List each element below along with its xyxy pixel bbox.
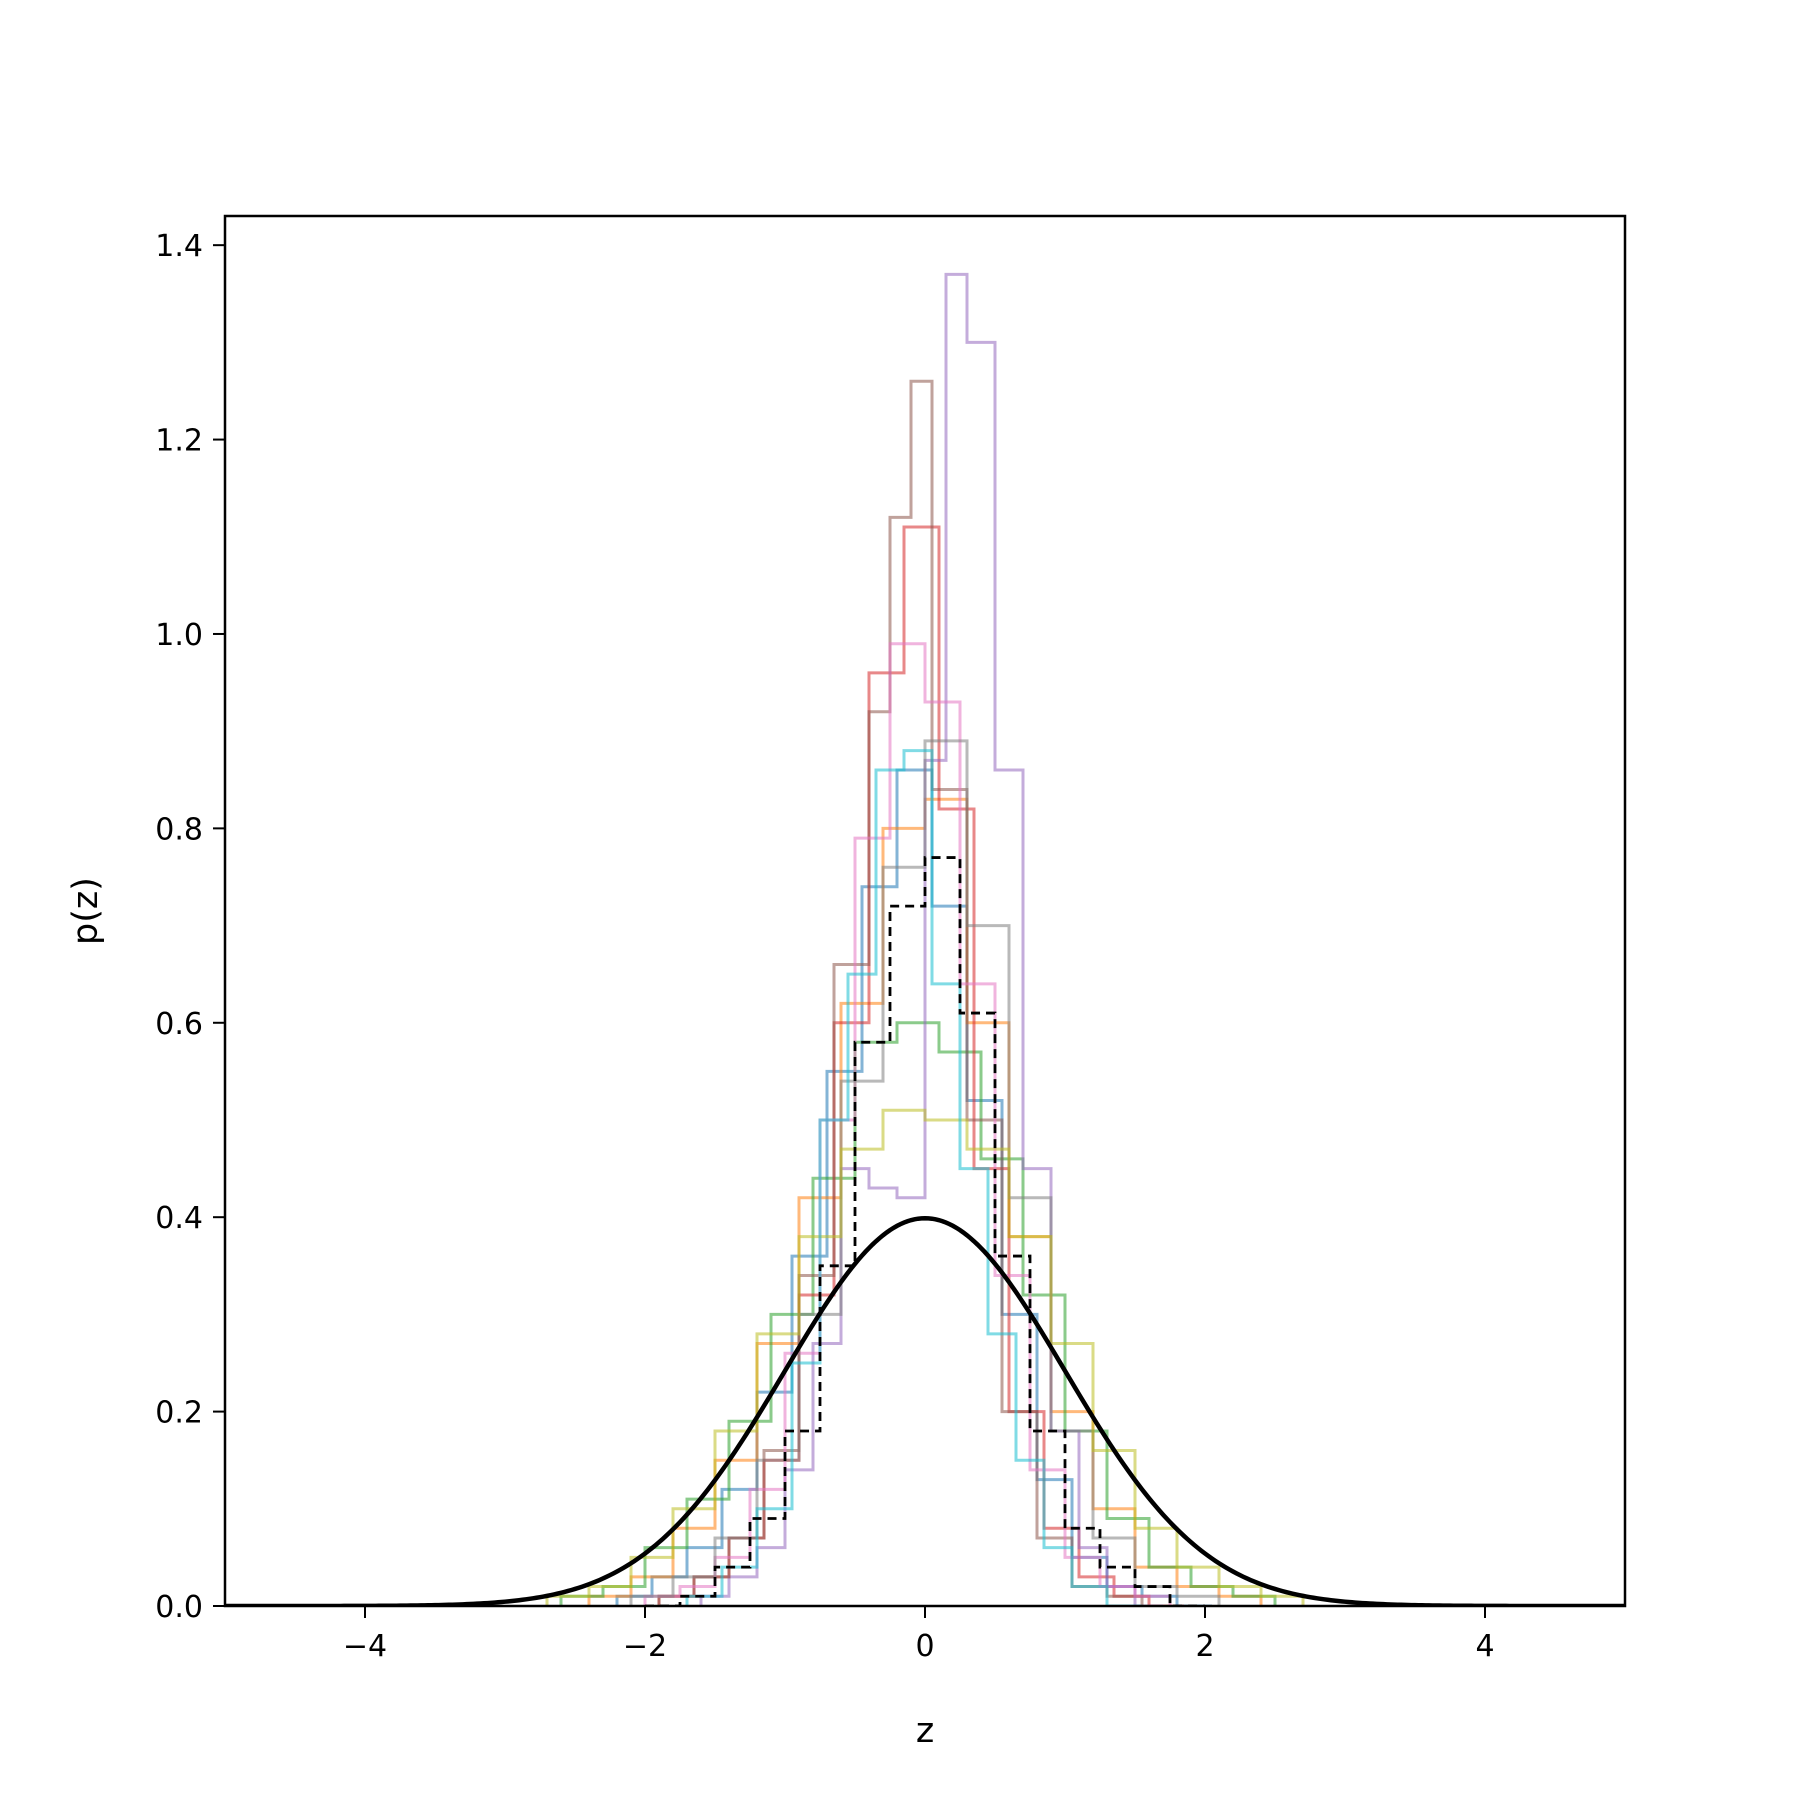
y-tick-label: 0.2 bbox=[155, 1396, 203, 1431]
mean-histogram-dashed bbox=[645, 856, 1205, 1606]
histogram-series-8 bbox=[629, 739, 1221, 1606]
x-tick-label: −2 bbox=[623, 1629, 667, 1664]
x-tick-label: 2 bbox=[1195, 1629, 1214, 1664]
x-axis: −4 −2 0 2 4 bbox=[343, 1606, 1495, 1664]
x-axis-label: z bbox=[916, 1711, 934, 1751]
y-tick-label: 1.2 bbox=[155, 424, 203, 459]
x-tick-label: −4 bbox=[343, 1629, 387, 1664]
y-axis-label: p(z) bbox=[66, 877, 106, 945]
y-tick-label: 0.0 bbox=[155, 1590, 203, 1625]
y-tick-label: 0.8 bbox=[155, 812, 203, 847]
histogram-series-10 bbox=[685, 749, 1142, 1606]
y-axis: 0.0 0.2 0.4 0.6 0.8 1.0 1.2 1.4 bbox=[155, 229, 225, 1625]
histogram-series-9 bbox=[545, 1108, 1305, 1606]
x-tick-label: 4 bbox=[1475, 1629, 1494, 1664]
x-tick-label: 0 bbox=[915, 1629, 934, 1664]
histogram-series-7 bbox=[643, 642, 1172, 1606]
y-tick-label: 0.6 bbox=[155, 1007, 203, 1042]
y-tick-label: 1.0 bbox=[155, 618, 203, 653]
y-tick-label: 1.4 bbox=[155, 229, 203, 264]
histogram-series-3 bbox=[559, 1021, 1277, 1606]
normal-pdf-curve bbox=[225, 1215, 1625, 1606]
plot-area bbox=[225, 272, 1625, 1606]
y-tick-label: 0.4 bbox=[155, 1201, 203, 1236]
